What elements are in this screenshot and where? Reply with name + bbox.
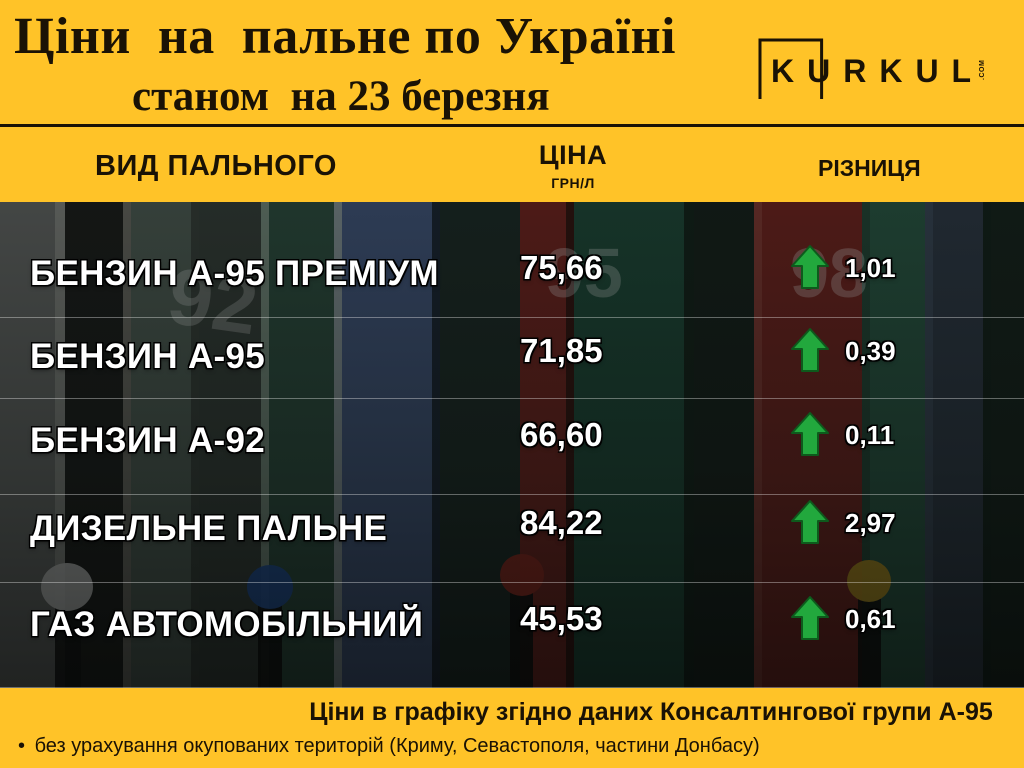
svg-text:.COM: .COM — [979, 60, 986, 80]
svg-text:KURKUL: KURKUL — [771, 53, 984, 89]
